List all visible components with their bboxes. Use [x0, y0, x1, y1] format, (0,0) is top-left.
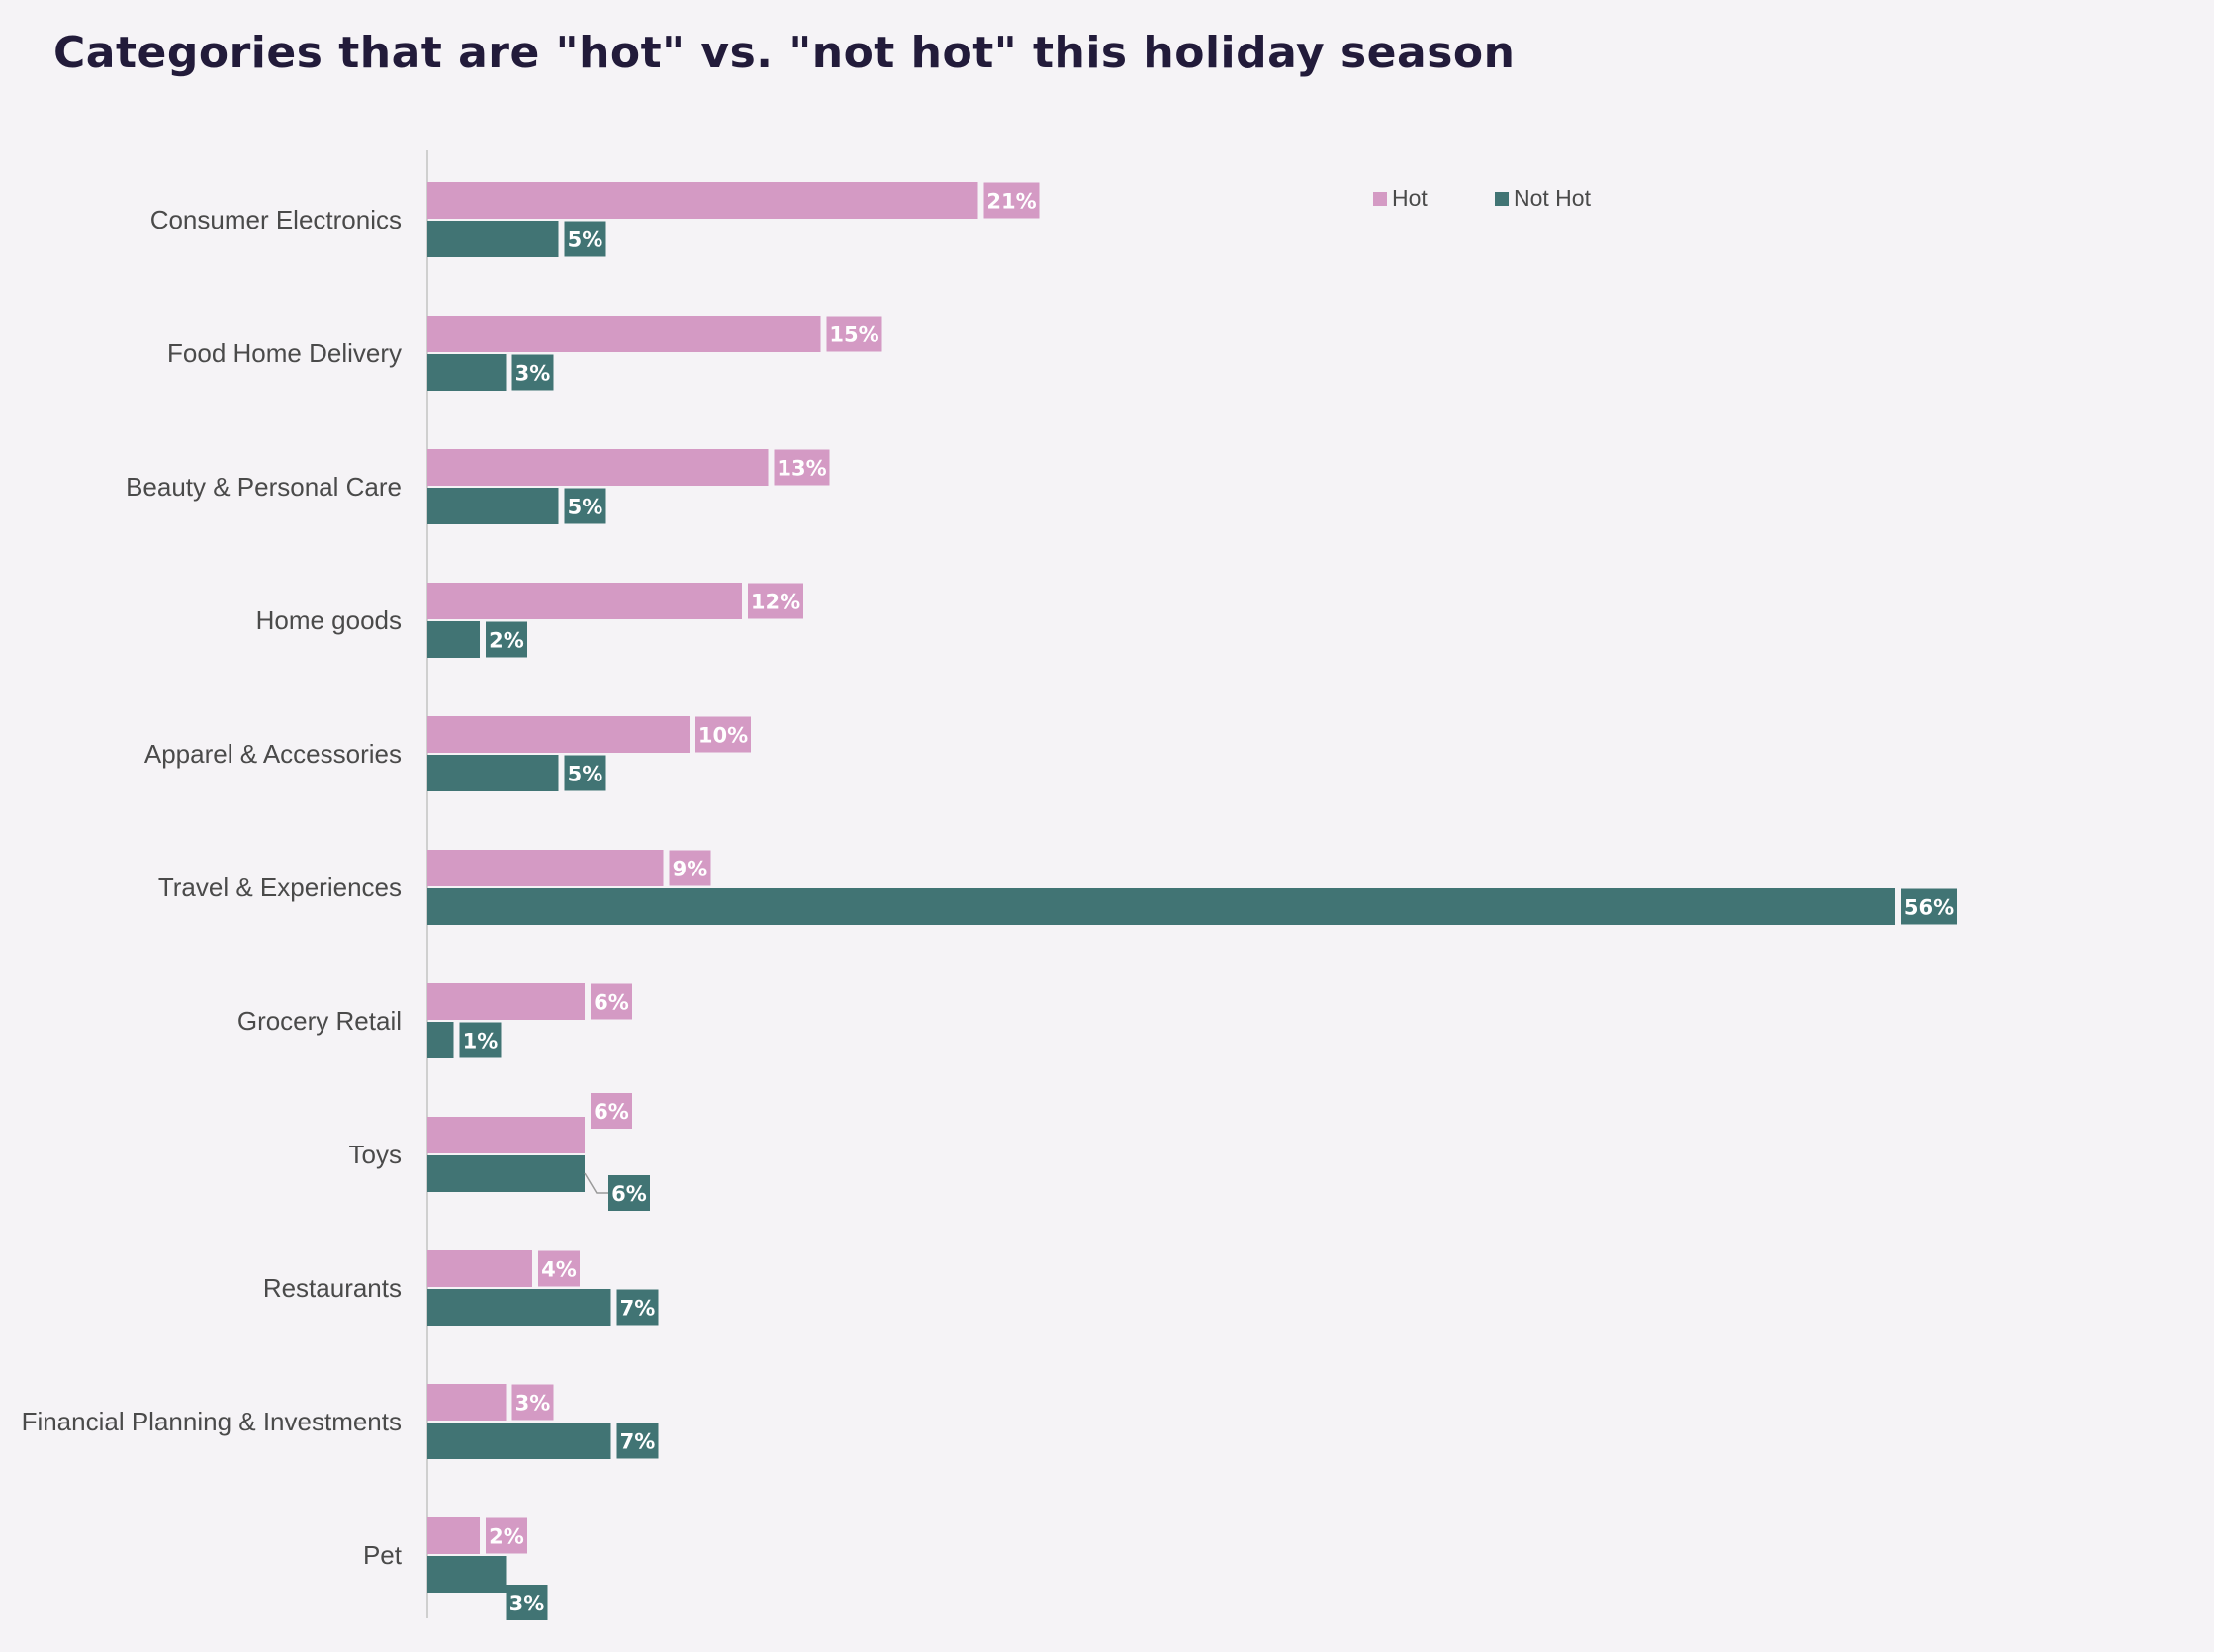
not-hot-bar [427, 1155, 585, 1192]
leader-line [584, 1172, 608, 1194]
hot-data-label: 13% [777, 457, 826, 481]
category-label: Financial Planning & Investments [22, 1407, 402, 1436]
hot-data-label-bg [591, 1093, 632, 1129]
not-hot-bar [427, 221, 559, 257]
not-hot-data-label-bg [1901, 888, 1957, 925]
not-hot-data-label-bg [506, 1585, 548, 1620]
not-hot-bar [427, 1423, 611, 1459]
hot-data-label: 6% [594, 991, 629, 1015]
hot-data-label: 21% [986, 190, 1036, 214]
not-hot-data-label-bg [564, 755, 606, 791]
hot-data-label: 12% [751, 591, 800, 614]
hot-data-label-bg [669, 850, 711, 886]
hot-data-label-bg [983, 182, 1040, 219]
hot-bar [427, 1517, 480, 1554]
category-labels: Consumer Electronics Food Home Delivery Be… [22, 205, 403, 1570]
legend-swatch-not-hot [1495, 192, 1509, 206]
hot-data-label-bg [538, 1250, 580, 1287]
chart-title: Categories that are "hot" vs. "not hot" … [53, 28, 1516, 78]
bars [427, 182, 1895, 1593]
category-label: Toys [349, 1140, 402, 1169]
category-label: Apparel & Accessories [144, 739, 402, 769]
hot-data-label-bg [748, 583, 803, 619]
not-hot-data-label-bg [564, 221, 606, 257]
hot-data-label-bg [511, 1384, 554, 1421]
hot-data-label: 15% [829, 323, 878, 347]
hot-data-label: 6% [594, 1100, 629, 1124]
not-hot-data-label: 3% [509, 1592, 545, 1615]
not-hot-data-label-bg [564, 488, 606, 524]
category-label: Grocery Retail [237, 1006, 402, 1036]
hot-bar [427, 1384, 507, 1421]
category-label: Home goods [256, 605, 402, 635]
hot-data-label: 3% [515, 1392, 551, 1416]
hot-bar [427, 583, 742, 619]
not-hot-data-label-bg [459, 1022, 502, 1058]
hot-bar [427, 316, 821, 352]
not-hot-data-label-bg [616, 1423, 659, 1459]
not-hot-data-label-bg [486, 621, 527, 658]
not-hot-data-label: 2% [489, 629, 524, 653]
category-label: Consumer Electronics [150, 205, 402, 234]
hot-bar [427, 850, 664, 886]
hot-data-label: 2% [489, 1525, 524, 1549]
category-label: Pet [363, 1540, 403, 1570]
not-hot-data-label: 6% [611, 1182, 647, 1206]
hot-data-label: 9% [673, 858, 708, 881]
not-hot-data-label: 7% [620, 1430, 656, 1454]
hot-bar [427, 1117, 585, 1153]
hot-data-label-bg [591, 983, 632, 1020]
not-hot-bar [427, 888, 1895, 925]
not-hot-data-label: 1% [463, 1030, 499, 1054]
hot-data-label-bg [826, 316, 882, 352]
category-label: Food Home Delivery [167, 338, 402, 368]
not-hot-data-label: 3% [515, 362, 551, 386]
not-hot-data-label-bg [608, 1175, 650, 1211]
data-labels: 21% 5% 15% 3% 13% 5% 12% 2% 10% 5% 9% 56% 6% 1% 6% 6% 4%… [459, 182, 1957, 1620]
not-hot-bar [427, 354, 507, 391]
category-label: Travel & Experiences [158, 872, 402, 902]
hot-data-label-bg [486, 1517, 527, 1554]
hot-bar [427, 1250, 532, 1287]
legend: Hot Not Hot [1373, 185, 1592, 211]
hot-data-label: 4% [541, 1258, 577, 1282]
hot-data-label-bg [774, 449, 830, 486]
not-hot-data-label-bg [616, 1289, 659, 1326]
hot-data-label-bg [695, 716, 751, 753]
not-hot-data-label: 7% [620, 1297, 656, 1321]
hot-data-label: 10% [698, 724, 748, 748]
category-label: Restaurants [263, 1273, 402, 1303]
not-hot-data-label: 56% [1904, 896, 1954, 920]
legend-label-not-hot: Not Hot [1514, 185, 1592, 211]
category-label: Beauty & Personal Care [126, 472, 402, 502]
legend-swatch-hot [1373, 192, 1387, 206]
hot-bar [427, 449, 769, 486]
legend-label-hot: Hot [1392, 185, 1428, 211]
not-hot-bar [427, 1556, 507, 1593]
not-hot-bar [427, 1022, 454, 1058]
not-hot-bar [427, 621, 480, 658]
not-hot-bar [427, 755, 559, 791]
not-hot-bar [427, 488, 559, 524]
not-hot-bar [427, 1289, 611, 1326]
not-hot-data-label: 5% [568, 496, 603, 519]
hot-bar [427, 716, 690, 753]
hot-bar [427, 983, 585, 1020]
not-hot-data-label: 5% [568, 229, 603, 252]
not-hot-data-label-bg [511, 354, 554, 391]
not-hot-data-label: 5% [568, 763, 603, 786]
hot-bar [427, 182, 978, 219]
